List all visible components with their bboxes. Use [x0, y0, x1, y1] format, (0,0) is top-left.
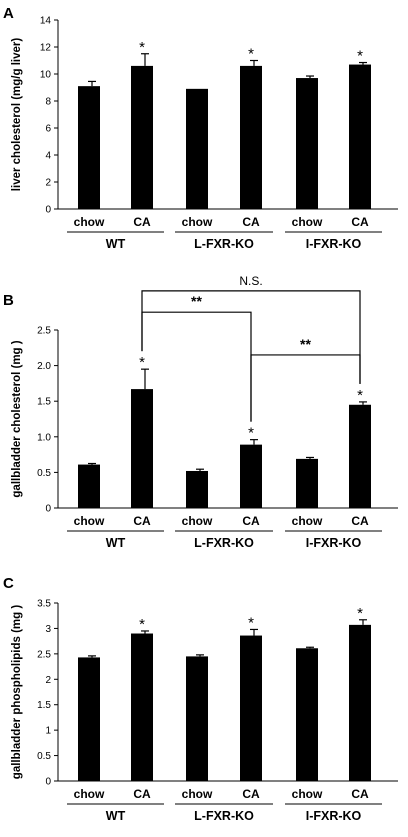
y-tick-label: 2.0: [37, 361, 51, 372]
y-tick-label: 4: [45, 151, 51, 162]
group-label: WT: [106, 536, 126, 550]
category-label: CA: [133, 215, 151, 229]
significance-marker: *: [248, 425, 254, 442]
bar-ca: [349, 404, 371, 508]
y-tick-label: 1.5: [37, 397, 51, 408]
y-tick-label: 1: [45, 726, 51, 737]
category-label: chow: [182, 787, 213, 801]
y-tick-label: 8: [45, 97, 51, 108]
y-tick-label: 0: [45, 777, 51, 788]
y-tick-label: 0.5: [37, 468, 51, 479]
group-label: I-FXR-KO: [306, 536, 362, 550]
bar-chow: [78, 657, 100, 781]
group-label: I-FXR-KO: [306, 237, 362, 251]
group-label: L-FXR-KO: [194, 809, 254, 823]
category-label: chow: [74, 787, 105, 801]
y-tick-label: 0: [45, 205, 51, 216]
bar-ca: [131, 65, 153, 210]
y-tick-label: 2.5: [37, 649, 51, 660]
bar-chow: [296, 78, 318, 209]
y-tick-label: 14: [40, 16, 52, 27]
bar-ca: [240, 65, 262, 210]
significance-marker: *: [139, 616, 145, 633]
category-label: CA: [351, 514, 369, 528]
comparison-label: N.S.: [239, 274, 262, 288]
category-label: CA: [133, 787, 151, 801]
significance-marker: *: [248, 46, 254, 63]
y-axis-label: gallbladder cholesterol (mg ): [11, 340, 23, 497]
bar-ca: [240, 444, 262, 508]
y-tick-label: 2: [45, 675, 51, 686]
y-tick-label: 1.5: [37, 700, 51, 711]
bar-ca: [349, 64, 371, 209]
y-axis-label: liver cholesterol (mg/g liver): [11, 38, 23, 192]
comparison-label: **: [191, 293, 202, 309]
y-tick-label: 2: [45, 178, 51, 189]
y-tick-label: 2.5: [37, 326, 51, 337]
group-label: L-FXR-KO: [194, 536, 254, 550]
y-tick-label: 3: [45, 624, 51, 635]
group-label: I-FXR-KO: [306, 809, 362, 823]
category-label: CA: [242, 215, 260, 229]
y-tick-label: 10: [40, 70, 52, 81]
category-label: chow: [182, 215, 213, 229]
bar-chow: [186, 470, 208, 508]
significance-marker: *: [248, 614, 254, 631]
comparison-label: **: [300, 336, 311, 352]
y-tick-label: 1.0: [37, 432, 51, 443]
y-tick-label: 12: [40, 43, 52, 54]
y-axis-label: gallbladder phospholipids (mg ): [11, 605, 23, 780]
bar-chow: [296, 648, 318, 781]
y-tick-label: 6: [45, 124, 51, 135]
bar-chow: [186, 656, 208, 781]
category-label: CA: [133, 514, 151, 528]
bar-ca: [349, 624, 371, 781]
category-label: chow: [292, 215, 323, 229]
bar-chow: [78, 464, 100, 508]
category-label: chow: [74, 215, 105, 229]
bar-chow: [78, 86, 100, 209]
y-tick-label: 0: [45, 504, 51, 515]
y-tick-label: 3.5: [37, 599, 51, 610]
category-label: chow: [74, 514, 105, 528]
category-label: CA: [351, 215, 369, 229]
panel-label: B: [3, 292, 14, 309]
comparison-bracket: [141, 311, 252, 422]
bar-ca: [131, 389, 153, 508]
bar-chow: [296, 458, 318, 508]
panel-label: A: [3, 5, 14, 22]
category-label: chow: [292, 787, 323, 801]
comparison-bracket: [250, 354, 361, 422]
group-label: L-FXR-KO: [194, 237, 254, 251]
category-label: chow: [292, 514, 323, 528]
category-label: chow: [182, 514, 213, 528]
bar-chow: [186, 88, 208, 209]
bar-ca: [240, 635, 262, 781]
significance-marker: *: [139, 39, 145, 56]
category-label: CA: [242, 787, 260, 801]
group-label: WT: [106, 809, 126, 823]
group-label: WT: [106, 237, 126, 251]
y-tick-label: 0.5: [37, 751, 51, 762]
significance-marker: *: [357, 387, 363, 404]
significance-marker: *: [357, 605, 363, 622]
significance-marker: *: [139, 354, 145, 371]
category-label: CA: [242, 514, 260, 528]
panel-label: C: [3, 575, 14, 592]
bar-ca: [131, 633, 153, 781]
category-label: CA: [351, 787, 369, 801]
significance-marker: *: [357, 48, 363, 65]
